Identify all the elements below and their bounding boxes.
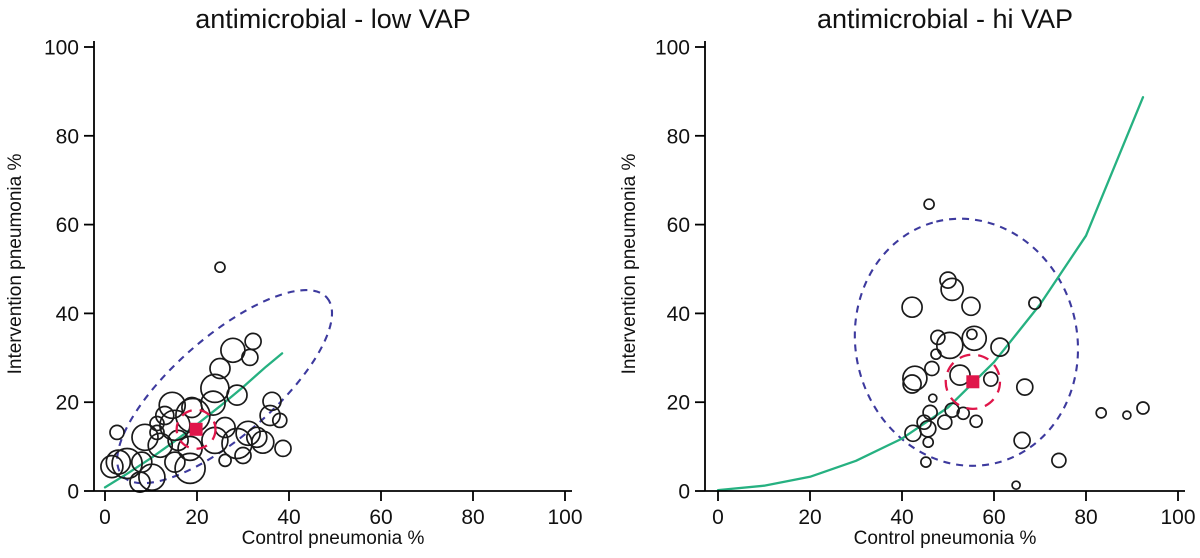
panel-low-vap: 0 20 40 60 80 100 0 20 40 60 80 100 [44,37,583,530]
study-bubble [1028,296,1042,311]
study-bubble [214,261,226,274]
tick-label: 20 [56,392,79,415]
tick-label: 20 [798,506,821,529]
tick-label: 0 [99,506,111,529]
study-bubble [982,371,999,387]
panel-title-low-vap: antimicrobial - low VAP [195,4,471,34]
study-bubble [961,296,981,317]
study-bubble [924,360,940,377]
mean-confidence-circle [944,353,1002,411]
tick-label: 20 [667,392,690,415]
study-bubble [245,426,268,449]
study-bubble [966,328,978,341]
tick-label: 40 [56,303,79,326]
study-bubble [961,325,988,352]
tick-label: 100 [44,37,79,60]
x-axis-label-left: Control pneumonia % [241,528,425,549]
study-bubble [969,414,983,429]
tick-label: 0 [712,506,724,529]
study-bubble [1011,480,1021,491]
mean-confidence-circle [175,408,217,450]
study-bubble [1136,401,1150,415]
tolerance-region-ellipse [853,217,1080,467]
study-bubble [271,412,288,429]
study-bubble [927,393,938,404]
study-bubble [241,348,259,367]
panel-title-hi-vap: antimicrobial - hi VAP [816,4,1074,34]
mean-point-marker [189,422,203,436]
study-bubble [218,453,232,468]
study-bubble [244,332,262,351]
study-bubble [130,451,153,473]
study-bubble [1095,407,1108,419]
study-bubble [949,364,971,386]
tick-label: 100 [547,506,582,529]
study-bubble [940,277,964,302]
study-bubble [234,446,252,465]
tick-label: 60 [667,214,690,237]
tick-label: 100 [1160,506,1195,529]
study-bubble [939,271,957,289]
study-bubble [100,454,124,479]
study-bubble [181,396,203,419]
tick-label: 0 [67,481,79,504]
study-bubble [131,423,159,452]
tick-label: 20 [185,506,208,529]
tick-label: 80 [56,125,79,148]
study-bubble [935,331,964,360]
tick-label: 0 [678,481,690,504]
tick-label: 60 [56,214,79,237]
y-axis-label-right: Intervention pneumonia % [619,153,640,375]
study-bubble [920,456,932,468]
study-bubble [901,296,923,319]
panel-hi-vap: 0 20 40 60 80 100 0 20 40 60 80 100 [655,37,1196,530]
tick-label: 100 [655,37,690,60]
tick-label: 40 [277,506,300,529]
study-bubble [109,424,125,441]
study-bubble [923,198,935,211]
study-bubble [936,414,953,431]
study-bubble [111,447,143,480]
study-bubble [902,365,928,392]
tick-label: 60 [982,506,1005,529]
study-bubble [274,439,292,458]
study-bubble [226,384,248,406]
tick-label: 80 [667,125,690,148]
study-bubble [259,404,281,427]
study-bubble [944,402,960,419]
study-bubble [158,391,187,420]
study-bubble [147,432,174,459]
study-bubble [922,436,935,449]
tick-label: 80 [461,506,484,529]
study-bubble [990,337,1010,357]
study-bubble [105,449,132,475]
tick-label: 80 [1074,506,1097,529]
study-bubble [930,348,942,361]
study-bubble [154,405,175,426]
mean-point-marker [966,375,980,389]
study-bubble [902,374,922,394]
study-bubble [262,391,282,412]
study-bubble [138,463,166,492]
study-bubble [904,424,922,443]
study-bubble [174,452,206,485]
study-bubble [956,406,971,421]
tick-label: 40 [890,506,913,529]
study-bubble [1015,378,1034,396]
study-bubble [1122,410,1132,420]
study-bubble [221,427,253,460]
study-bubble [235,420,261,447]
tick-label: 60 [369,506,392,529]
y-axis-label-left: Intervention pneumonia % [5,153,26,375]
study-bubble [1051,452,1067,469]
tolerance-region-ellipse [116,289,334,485]
fit-curve [716,96,1145,492]
x-axis-label-right: Control pneumonia % [853,528,1037,549]
tick-label: 40 [667,303,690,326]
study-bubble [1013,431,1031,450]
study-bubble [930,329,946,346]
study-bubble [209,357,231,380]
